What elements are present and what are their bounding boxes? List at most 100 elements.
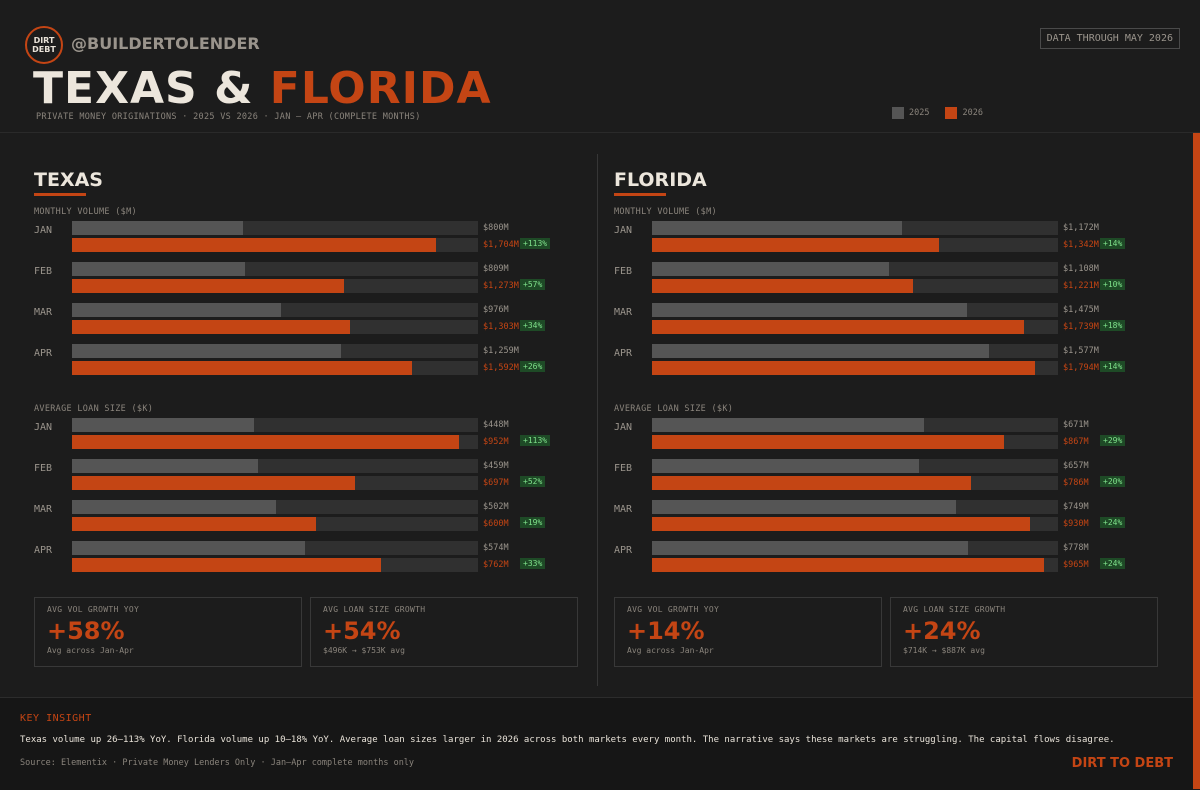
value-label-2025: $800M — [483, 223, 509, 233]
month-label: APR — [614, 348, 633, 359]
bar-2026 — [72, 361, 413, 375]
month-label: FEB — [34, 266, 53, 277]
florida-panel: FLORIDA MONTHLY VOLUME ($M) JAN $1,172M $1… — [614, 168, 1162, 667]
growth-badge: +19% — [520, 517, 546, 528]
bar-track-2025 — [652, 262, 1058, 276]
bar-2025 — [72, 344, 342, 358]
bar-track-2025 — [72, 262, 478, 276]
month-row-jan: JAN $800M $1,704M +113% — [34, 221, 582, 253]
bar-2026 — [652, 279, 913, 293]
month-label: FEB — [34, 463, 53, 474]
growth-badge: +14% — [1100, 238, 1126, 249]
value-label-2025: $809M — [483, 264, 509, 274]
bar-track-2026 — [72, 238, 478, 252]
bar-2026 — [72, 476, 355, 490]
value-label-2025: $1,108M — [1063, 264, 1099, 274]
value-label-2026: $1,592M — [483, 363, 519, 373]
page-subtitle: PRIVATE MONEY ORIGINATIONS · 2025 VS 202… — [36, 112, 421, 122]
bar-2026 — [652, 517, 1030, 531]
growth-badge: +24% — [1100, 517, 1126, 528]
bar-track-2026 — [652, 435, 1058, 449]
growth-badge: +52% — [520, 476, 546, 487]
bar-track-2026 — [72, 279, 478, 293]
value-label-2025: $502M — [483, 502, 509, 512]
stat-value: +24% — [903, 617, 981, 645]
bar-2025 — [72, 500, 276, 514]
loan-section-label: AVERAGE LOAN SIZE ($K) — [614, 404, 734, 414]
brand-wordmark: DIRT TO DEBT — [1071, 756, 1173, 771]
month-label: APR — [614, 545, 633, 556]
stat-card-vol-growth: AVG VOL GROWTH YOY +58% Avg across Jan-A… — [34, 597, 302, 667]
bar-track-2025 — [652, 541, 1058, 555]
value-label-2025: $657M — [1063, 461, 1089, 471]
logo-line-2: DEBT — [32, 45, 56, 54]
stat-label: AVG VOL GROWTH YOY — [627, 605, 720, 614]
month-row-apr: APR $1,577M $1,794M +14% — [614, 344, 1162, 376]
growth-badge: +18% — [1100, 320, 1126, 331]
bar-2025 — [72, 303, 281, 317]
bar-2026 — [72, 558, 382, 572]
month-label: JAN — [34, 225, 53, 236]
bar-track-2025 — [72, 418, 478, 432]
legend-swatch-2025 — [892, 107, 904, 119]
bar-2025 — [652, 500, 957, 514]
source-text: Source: Elementix · Private Money Lender… — [20, 758, 415, 768]
bar-2026 — [652, 320, 1024, 334]
bar-2026 — [72, 435, 459, 449]
bar-track-2026 — [72, 361, 478, 375]
value-label-2025: $574M — [483, 543, 509, 553]
bar-track-2026 — [652, 476, 1058, 490]
month-row-apr: APR $778M $965M +24% — [614, 541, 1162, 573]
value-label-2025: $1,172M — [1063, 223, 1099, 233]
month-row-feb: FEB $657M $786M +20% — [614, 459, 1162, 491]
bar-2025 — [72, 541, 306, 555]
month-label: APR — [34, 545, 53, 556]
value-label-2026: $1,704M — [483, 240, 519, 250]
month-label: FEB — [614, 463, 633, 474]
growth-badge: +57% — [520, 279, 546, 290]
growth-badge: +10% — [1100, 279, 1126, 290]
bar-2026 — [652, 361, 1036, 375]
value-label-2026: $600M — [483, 519, 509, 529]
loan-section-label: AVERAGE LOAN SIZE ($K) — [34, 404, 154, 414]
month-label: MAR — [34, 307, 53, 318]
growth-badge: +113% — [520, 435, 551, 446]
legend-swatch-2026 — [945, 107, 958, 119]
title-texas: TEXAS — [33, 63, 198, 114]
month-row-mar: MAR $976M $1,303M +34% — [34, 303, 582, 335]
value-label-2025: $1,577M — [1063, 346, 1099, 356]
bar-2026 — [652, 238, 939, 252]
insight-heading: KEY INSIGHT — [20, 713, 92, 724]
value-label-2026: $1,794M — [1063, 363, 1099, 373]
bar-2025 — [652, 418, 925, 432]
bar-2025 — [652, 262, 889, 276]
legend-label-2025: 2025 — [909, 108, 930, 118]
month-row-feb: FEB $809M $1,273M +57% — [34, 262, 582, 294]
bar-2026 — [652, 476, 972, 490]
stat-card-loan-growth: AVG LOAN SIZE GROWTH +54% $496K → $753K … — [310, 597, 578, 667]
value-label-2026: $1,342M — [1063, 240, 1099, 250]
volume-section-label: MONTHLY VOLUME ($M) — [34, 207, 137, 217]
legend-item-2026: 2026 — [945, 107, 983, 119]
insight-text: Texas volume up 26–113% YoY. Florida vol… — [20, 735, 1115, 745]
value-label-2025: $749M — [1063, 502, 1089, 512]
value-label-2026: $1,273M — [483, 281, 519, 291]
logo-line-1: DIRT — [33, 36, 55, 45]
bar-track-2026 — [72, 517, 478, 531]
title-florida: FLORIDA — [269, 63, 492, 114]
stat-sub: Avg across Jan-Apr — [627, 646, 714, 655]
stat-value: +54% — [323, 617, 401, 645]
header-rule — [0, 132, 1200, 133]
value-label-2025: $459M — [483, 461, 509, 471]
bar-track-2025 — [652, 303, 1058, 317]
bar-track-2025 — [652, 221, 1058, 235]
month-label: JAN — [614, 422, 633, 433]
bar-track-2026 — [652, 558, 1058, 572]
value-label-2026: $1,739M — [1063, 322, 1099, 332]
panel-divider — [597, 154, 598, 686]
stat-sub: Avg across Jan-Apr — [47, 646, 134, 655]
data-through-badge: DATA THROUGH MAY 2026 — [1039, 28, 1180, 49]
value-label-2026: $930M — [1063, 519, 1089, 529]
bar-track-2025 — [72, 344, 478, 358]
stat-card-vol-growth: AVG VOL GROWTH YOY +14% Avg across Jan-A… — [614, 597, 882, 667]
